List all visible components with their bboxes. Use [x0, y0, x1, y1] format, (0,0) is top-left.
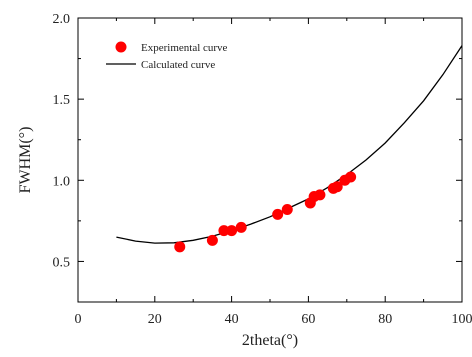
plot-frame — [77, 17, 463, 303]
experimental-point — [206, 234, 218, 246]
legend-marker-experimental — [115, 41, 127, 53]
y-tick-label: 1.0 — [53, 174, 71, 189]
y-tick-label: 2.0 — [53, 12, 71, 27]
x-tick-label: 0 — [75, 312, 82, 327]
experimental-point — [345, 171, 357, 183]
x-tick-label: 40 — [225, 312, 239, 327]
experimental-point — [331, 181, 343, 193]
experimental-point — [218, 225, 230, 237]
x-tick-label: 100 — [452, 312, 472, 327]
x-axis-label: 2theta(°) — [242, 332, 298, 349]
x-tick-label: 80 — [378, 312, 392, 327]
experimental-point — [314, 189, 326, 201]
legend-label-calculated: Calculated curve — [141, 59, 215, 71]
experimental-point — [272, 208, 284, 220]
experimental-point — [281, 203, 293, 215]
experimental-point — [226, 225, 238, 237]
experimental-point — [174, 241, 186, 253]
y-axis-label: FWHM(°) — [17, 127, 34, 194]
x-tick-label: 60 — [301, 312, 315, 327]
x-tick-label: 20 — [148, 312, 162, 327]
y-tick-label: 0.5 — [53, 255, 71, 270]
experimental-point — [235, 221, 247, 233]
y-tick-label: 1.5 — [53, 93, 71, 108]
legend-label-experimental: Experimental curve — [141, 42, 228, 54]
